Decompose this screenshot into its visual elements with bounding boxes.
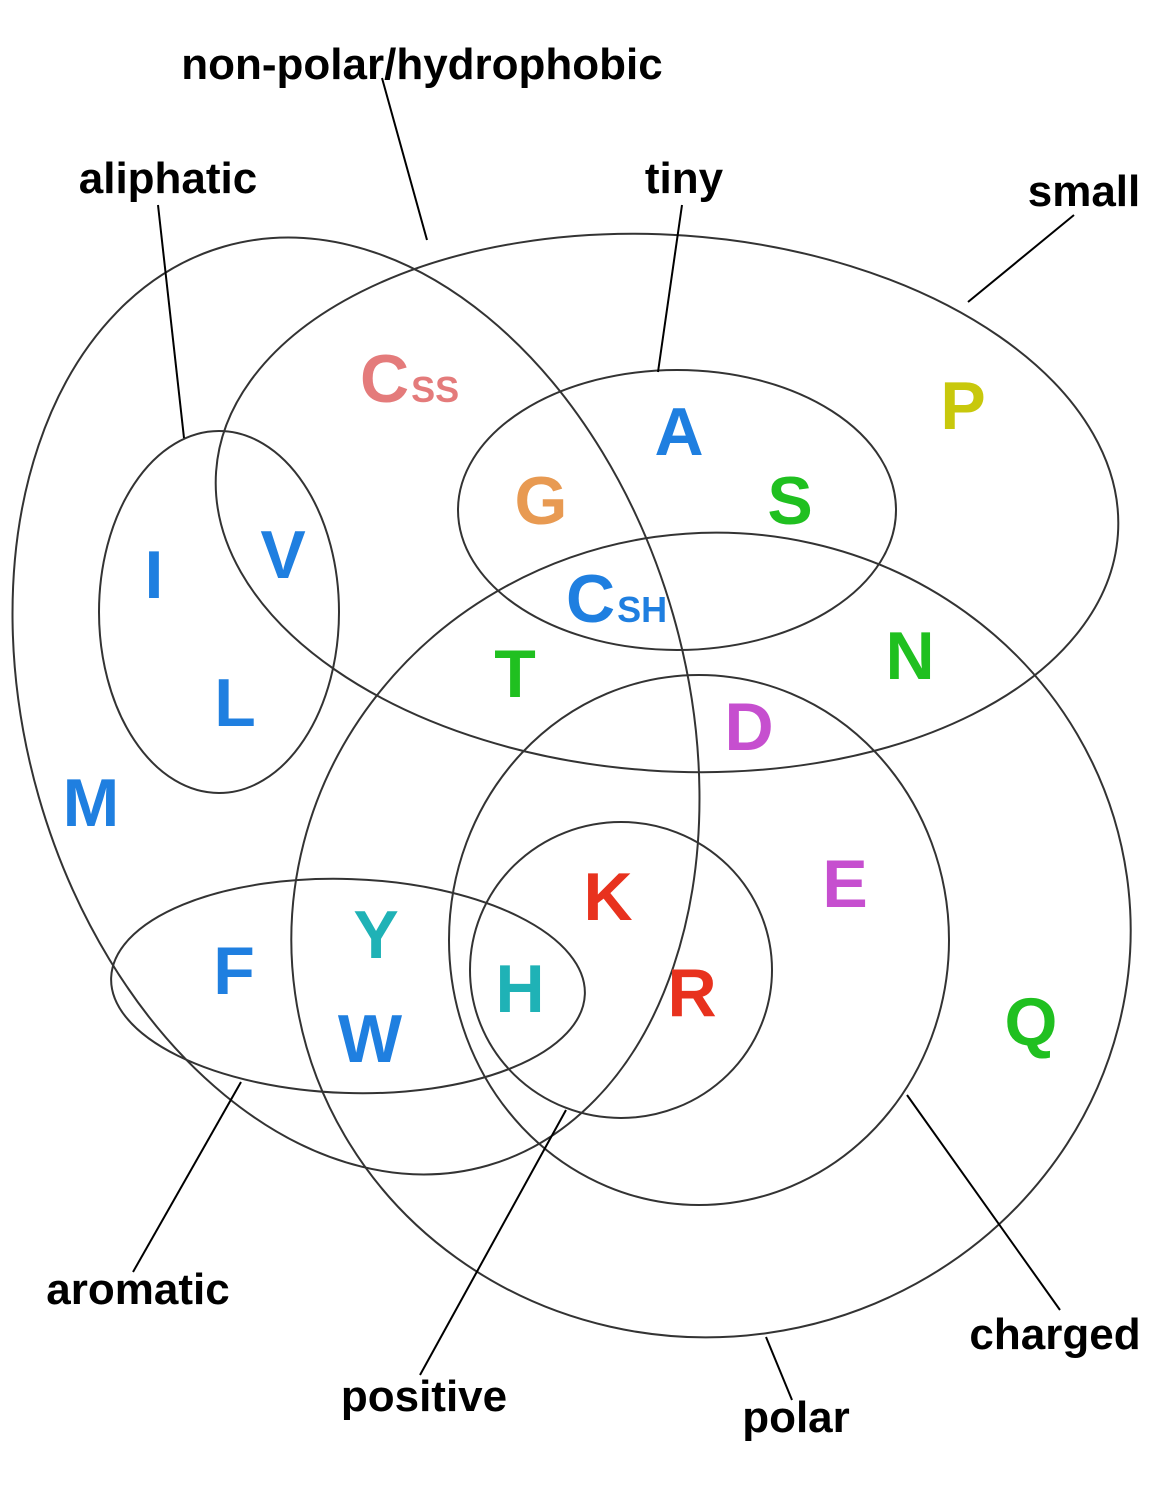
aa-aspartate: D bbox=[724, 689, 773, 765]
aa-threonine: T bbox=[494, 636, 536, 712]
aa-leucine: L bbox=[214, 665, 256, 741]
aa-proline: P bbox=[940, 368, 985, 444]
aa-methionine: M bbox=[63, 765, 120, 841]
label-small: small bbox=[1028, 167, 1141, 216]
aa-lysine: K bbox=[583, 859, 632, 935]
leader-polar bbox=[765, 1336, 793, 1401]
set-aromatic bbox=[110, 877, 586, 1095]
leader-nonpolar bbox=[381, 77, 428, 241]
leader-tiny bbox=[657, 204, 683, 373]
set-nonpolar-hydrophobic bbox=[11, 236, 701, 1176]
leader-lines bbox=[132, 77, 1075, 1401]
aa-isoleucine: I bbox=[145, 537, 164, 613]
aa-cystine-css: CSS bbox=[360, 341, 459, 417]
aa-asparagine: N bbox=[885, 618, 934, 694]
set-outlines bbox=[11, 232, 1132, 1339]
aa-glutamine: Q bbox=[1005, 984, 1058, 1060]
aa-arginine: R bbox=[667, 955, 716, 1031]
set-small bbox=[214, 232, 1120, 774]
label-nonpolar-hydrophobic: non-polar/hydrophobic bbox=[181, 40, 663, 89]
set-charged bbox=[448, 674, 950, 1206]
set-positive bbox=[469, 821, 773, 1119]
label-aliphatic: aliphatic bbox=[79, 154, 258, 203]
label-charged: charged bbox=[969, 1310, 1140, 1359]
aa-tyrosine: Y bbox=[353, 897, 398, 973]
aa-glycine: G bbox=[515, 463, 568, 539]
aa-glutamate: E bbox=[822, 846, 867, 922]
leader-aliphatic bbox=[157, 204, 185, 439]
set-polar bbox=[290, 531, 1132, 1339]
set-labels: non-polar/hydrophobic aliphatic tiny sma… bbox=[46, 40, 1140, 1442]
aa-alanine: A bbox=[654, 394, 703, 470]
aa-tryptophan: W bbox=[338, 1001, 403, 1077]
leader-charged bbox=[906, 1094, 1061, 1311]
aa-histidine: H bbox=[495, 951, 544, 1027]
amino-acid-letters: CSS CSH A G S P I V L M T N D E K R Q H … bbox=[63, 341, 1058, 1077]
leader-positive bbox=[419, 1109, 567, 1376]
aa-valine: V bbox=[260, 517, 305, 593]
label-tiny: tiny bbox=[645, 154, 724, 203]
set-tiny bbox=[457, 369, 897, 651]
label-polar: polar bbox=[742, 1393, 850, 1442]
aa-serine: S bbox=[767, 463, 812, 539]
leader-aromatic bbox=[132, 1081, 242, 1273]
label-aromatic: aromatic bbox=[46, 1265, 229, 1314]
set-aliphatic bbox=[98, 430, 340, 794]
leader-small bbox=[967, 214, 1075, 303]
aa-phenylalanine: F bbox=[213, 933, 255, 1009]
label-positive: positive bbox=[341, 1372, 507, 1421]
aa-cysteine-csh: CSH bbox=[566, 561, 667, 637]
